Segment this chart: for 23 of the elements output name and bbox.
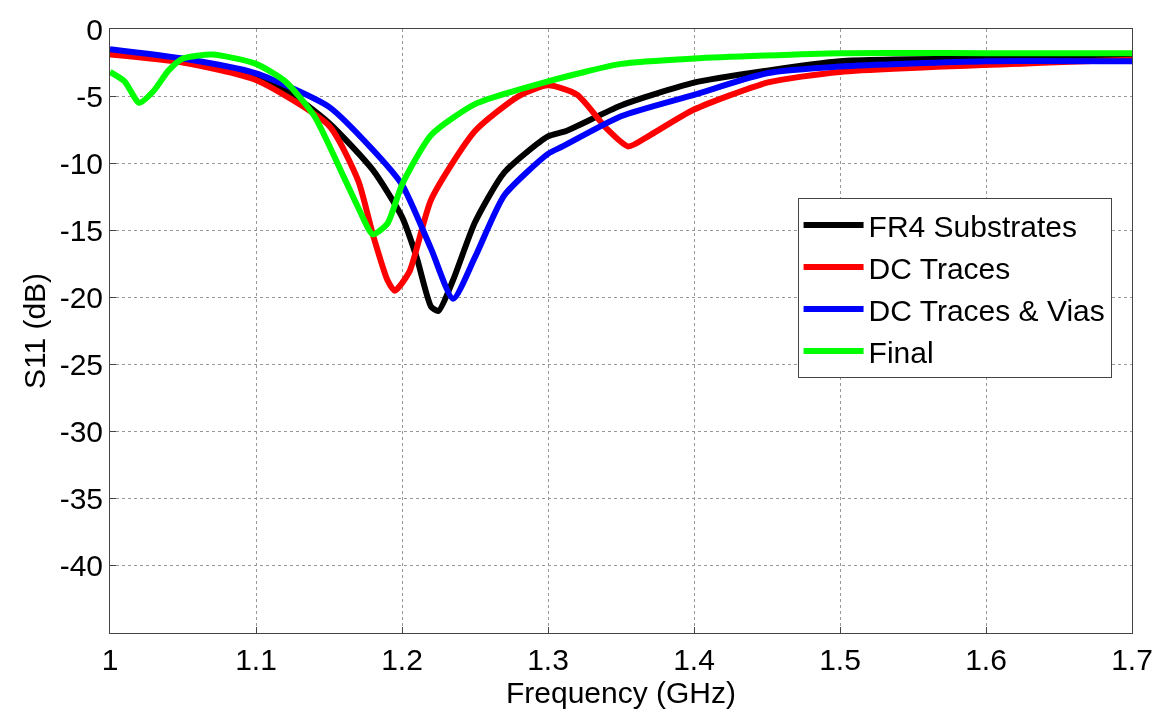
x-tick-label: 1.6 xyxy=(965,643,1007,676)
y-tick-label: -5 xyxy=(76,79,103,113)
y-tick-label: -30 xyxy=(59,415,103,449)
x-tick-label: 1.7 xyxy=(1111,643,1153,676)
y-tick-label: 0 xyxy=(86,12,103,46)
x-axis-title: Frequency (GHz) xyxy=(505,676,737,709)
legend-label: FR4 Substrates xyxy=(868,209,1077,243)
y-tick-label: -10 xyxy=(59,146,103,180)
y-tick-label: -25 xyxy=(59,348,103,382)
x-tick-label: 1.3 xyxy=(527,643,569,676)
y-tick-label: -15 xyxy=(59,213,103,247)
x-tick-label: 1.2 xyxy=(381,643,423,676)
x-tick-label: 1.5 xyxy=(819,643,861,676)
x-tick-label: 1.1 xyxy=(235,643,277,676)
x-tick-label: 1 xyxy=(101,643,119,676)
y-tick-label: -20 xyxy=(59,280,103,314)
y-tick-label: -40 xyxy=(59,549,103,583)
y-axis-title: S11 (dB) xyxy=(17,272,51,390)
legend-label: DC Traces xyxy=(868,251,1011,285)
legend-label: Final xyxy=(868,335,934,369)
legend-label: DC Traces & Vias xyxy=(868,293,1105,327)
x-tick-label: 1.4 xyxy=(673,643,715,676)
y-tick-label: -35 xyxy=(59,482,103,516)
